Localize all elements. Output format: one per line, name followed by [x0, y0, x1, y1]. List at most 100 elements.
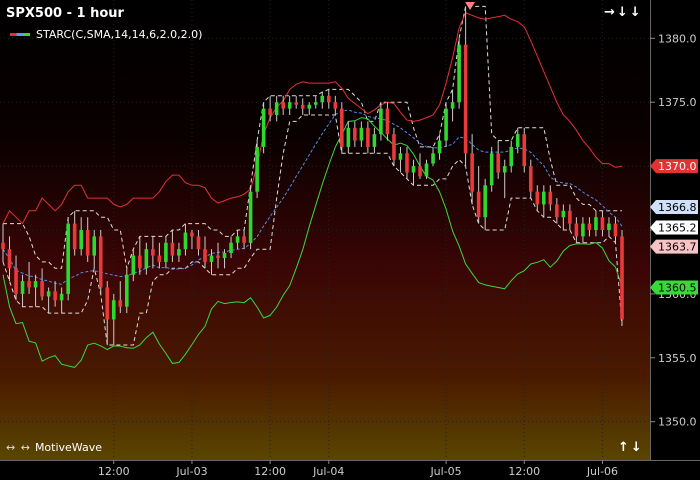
candle-body	[379, 108, 383, 135]
candle-body	[287, 102, 292, 109]
candle-body	[542, 191, 546, 205]
candle-body	[111, 300, 116, 320]
candle-body	[203, 249, 207, 262]
candle-body	[27, 281, 31, 288]
candle-body	[183, 232, 188, 250]
candle-body	[33, 281, 38, 288]
middle-band-line	[2, 109, 623, 285]
x-tick-label: Jul-06	[586, 465, 618, 478]
candle-body	[346, 127, 351, 147]
candle-body	[66, 223, 70, 294]
candle-body	[14, 268, 18, 294]
candle-body	[274, 102, 279, 115]
candle-body	[46, 291, 51, 297]
price-marker-label: 1360.5	[658, 282, 697, 295]
candle-body	[261, 108, 266, 147]
candle-body	[444, 108, 448, 141]
high-envelope-line	[3, 5, 622, 269]
candle-body	[555, 204, 559, 218]
candle-body	[489, 153, 494, 186]
candle-body	[53, 291, 57, 301]
candle-body	[457, 44, 461, 103]
candle-body	[235, 236, 240, 243]
candle-body	[177, 249, 181, 256]
price-markers: 1370.0 1366.8 1365.2 1363.7 1360.5	[650, 159, 698, 295]
candle-body	[340, 108, 344, 147]
price-marker-bg	[650, 159, 698, 174]
candle-body	[333, 102, 338, 109]
candle-body	[326, 95, 331, 103]
candle-body	[535, 191, 540, 205]
candle-body	[138, 255, 142, 269]
candle-body	[229, 242, 233, 253]
scroll-arrows-icon[interactable]: ↔ ↔	[6, 441, 31, 454]
candle-body	[131, 255, 136, 275]
candle-body	[574, 223, 579, 237]
indicator-legend[interactable]: STARC(C,SMA,14,14,6,2.0,2.0)	[10, 28, 202, 41]
candle-body	[411, 166, 416, 173]
candle-body	[620, 236, 624, 320]
candle-body	[209, 255, 214, 262]
y-tick-label: 1375.0	[658, 96, 697, 109]
bands	[2, 5, 623, 368]
candle-body	[216, 255, 220, 259]
candle-body	[450, 102, 455, 109]
low-envelope-line	[2, 114, 623, 346]
lower-band-line	[2, 117, 623, 368]
candle-body	[483, 185, 487, 218]
candle-body	[313, 102, 318, 105]
x-tick-label: 12:00	[254, 465, 286, 478]
y-tick-label: 1355.0	[658, 352, 697, 365]
candle-body	[568, 210, 572, 224]
brand-name: MotiveWave	[34, 441, 102, 454]
candle-body	[105, 287, 110, 320]
x-tick-label: 12:00	[508, 465, 540, 478]
candle-body	[476, 191, 481, 218]
price-marker-label: 1366.8	[658, 201, 697, 214]
top-scroll-marker[interactable]	[465, 2, 475, 10]
candle-body	[79, 230, 83, 250]
candle-body	[164, 242, 168, 262]
candle-body	[248, 191, 253, 243]
price-marker-bg	[650, 239, 698, 254]
bottom-nav-arrows[interactable]: ↑↓	[618, 440, 644, 455]
candle-body	[561, 210, 566, 218]
candle-body	[242, 236, 246, 243]
candle-body	[463, 44, 468, 154]
candle-body	[85, 230, 90, 256]
y-tick-label: 1380.0	[658, 32, 697, 45]
candle-body	[353, 127, 357, 141]
candle-body	[600, 217, 605, 230]
top-nav-arrows[interactable]: →↓↓	[604, 5, 643, 20]
candle-body	[7, 249, 12, 269]
candle-body	[20, 281, 25, 294]
x-axis: 12:00 Jul-03 12:00 Jul-04 Jul-05 12:00 Jul-06	[98, 460, 618, 478]
candle-body	[190, 232, 194, 237]
candle-body	[268, 108, 272, 115]
price-marker-label: 1363.7	[658, 241, 697, 254]
candle-body	[509, 146, 514, 167]
candle-body	[118, 300, 123, 307]
candle-body	[548, 191, 553, 205]
candle-body	[418, 166, 422, 177]
candle-body	[59, 293, 64, 301]
candle-body	[157, 255, 162, 262]
price-marker-bg	[650, 280, 698, 295]
brand-label: ↔ ↔ MotiveWave	[6, 441, 102, 454]
x-tick-label: 12:00	[98, 465, 130, 478]
candle-body	[431, 153, 435, 164]
candle-body	[470, 153, 474, 192]
candle-body	[92, 236, 97, 256]
candle-body	[515, 134, 520, 147]
candle-body	[144, 249, 149, 269]
price-marker-bg	[650, 200, 698, 214]
candle-body	[594, 217, 598, 230]
candle-body	[98, 236, 103, 288]
candle-body	[1, 242, 5, 250]
candle-body	[300, 104, 305, 109]
price-marker-label: 1365.2	[658, 221, 697, 234]
legend-label: STARC(C,SMA,14,14,6,2.0,2.0)	[36, 28, 203, 41]
candle-body	[170, 242, 175, 256]
y-tick-label: 1350.0	[658, 416, 697, 429]
